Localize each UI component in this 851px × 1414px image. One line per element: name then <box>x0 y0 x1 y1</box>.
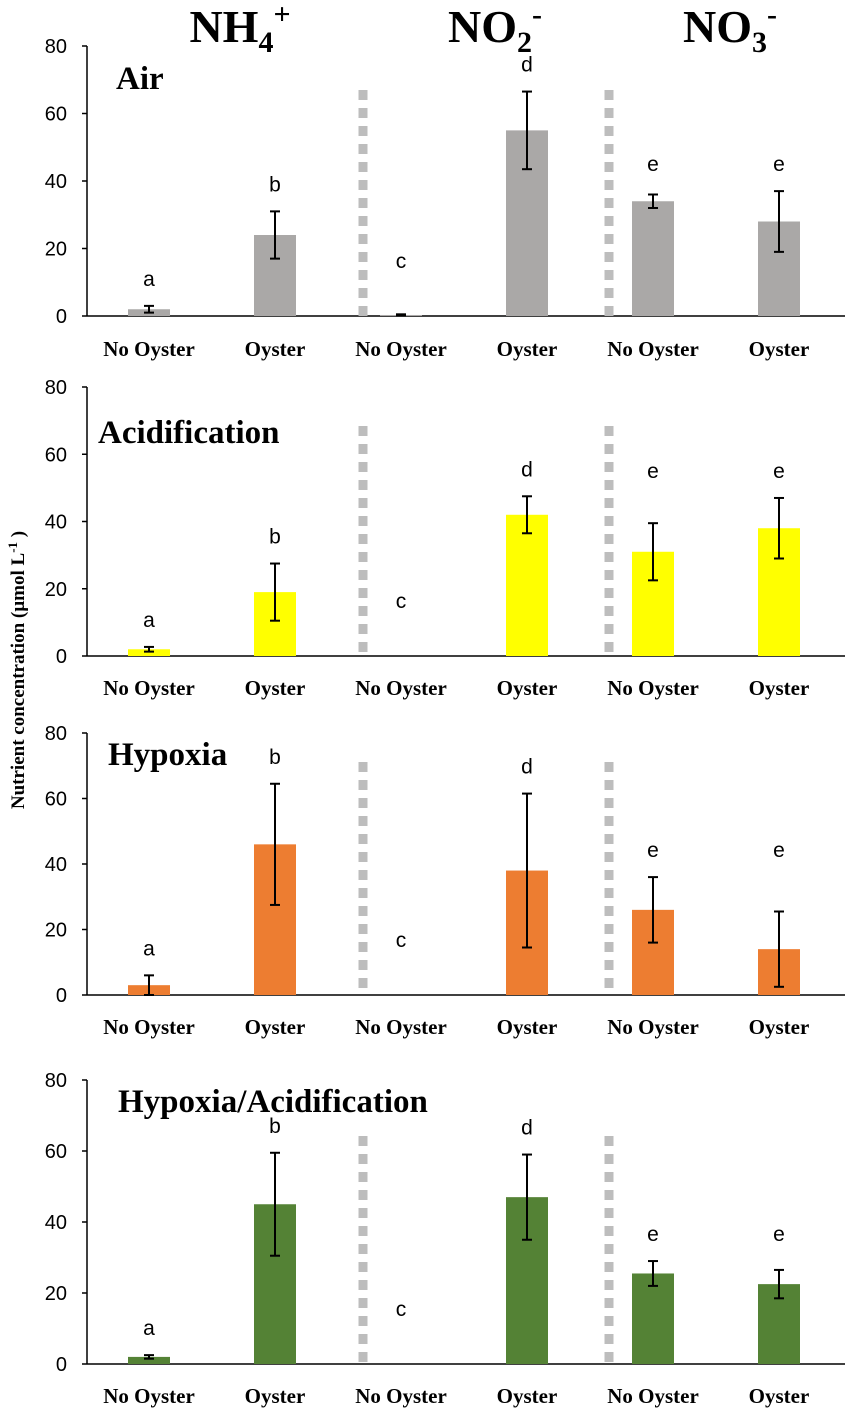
panel-4: 0 20 40 60 80 Hypoxia/Acidification a No Oyster… <box>45 1070 845 1408</box>
category-label: Oyster <box>749 1384 810 1408</box>
y-tick-label: 20 <box>45 1283 67 1305</box>
bar <box>506 514 548 656</box>
bar <box>128 1356 170 1364</box>
significance-letter: c <box>396 929 407 952</box>
category-label: Oyster <box>497 337 558 361</box>
significance-letter: d <box>521 1117 533 1140</box>
y-tick-label: 40 <box>45 171 67 193</box>
significance-letter: e <box>647 153 659 176</box>
category-label: Oyster <box>497 1015 558 1039</box>
significance-letter: d <box>521 756 533 779</box>
y-tick-label: 60 <box>45 104 67 126</box>
category-label: No Oyster <box>103 337 195 361</box>
significance-letter: e <box>773 1223 785 1246</box>
significance-letter: d <box>521 458 533 481</box>
significance-letter: e <box>647 1223 659 1246</box>
significance-letter: e <box>773 460 785 483</box>
chart-panels: 0 20 40 60 80 Air a No Oyster b Oyster c No Oyster d… <box>45 36 845 1408</box>
bar <box>632 201 674 316</box>
category-label: Oyster <box>245 337 306 361</box>
y-tick-label: 80 <box>45 36 67 58</box>
category-label: Oyster <box>749 1015 810 1039</box>
y-tick-label: 80 <box>45 1070 67 1092</box>
y-tick-label: 0 <box>56 646 67 668</box>
significance-letter: a <box>143 1317 155 1340</box>
category-label: No Oyster <box>355 676 447 700</box>
y-tick-label: 80 <box>45 377 67 399</box>
column-header-1: NH4+ <box>189 0 290 59</box>
panel-title: Hypoxia <box>108 737 227 773</box>
category-label: No Oyster <box>607 1384 699 1408</box>
category-label: No Oyster <box>103 1015 195 1039</box>
column-header-2: NO2- <box>448 0 542 59</box>
y-tick-label: 20 <box>45 920 67 942</box>
significance-letter: a <box>143 268 155 291</box>
y-tick-label: 40 <box>45 1212 67 1234</box>
panel-1: 0 20 40 60 80 Air a No Oyster b Oyster c No Oyster d… <box>45 36 845 361</box>
category-label: Oyster <box>497 1384 558 1408</box>
significance-letter: b <box>269 1115 281 1138</box>
y-tick-label: 80 <box>45 723 67 745</box>
category-label: Oyster <box>749 676 810 700</box>
y-tick-label: 60 <box>45 1141 67 1163</box>
y-tick-label: 0 <box>56 1354 67 1376</box>
significance-letter: c <box>396 590 407 613</box>
bar <box>128 649 170 656</box>
column-header-3: NO3- <box>683 0 777 59</box>
panel-2: 0 20 40 60 80 Acidification a No Oyster b Oyster c… <box>45 377 845 700</box>
bar <box>632 1273 674 1364</box>
significance-letter: e <box>773 153 785 176</box>
significance-letter: e <box>647 839 659 862</box>
panel-title: Air <box>116 61 164 97</box>
significance-letter: a <box>143 937 155 960</box>
y-tick-label: 40 <box>45 854 67 876</box>
significance-letter: b <box>269 526 281 549</box>
y-axis-label: Nutrient concentration (µmol L-1 ) <box>5 531 29 809</box>
category-label: No Oyster <box>103 676 195 700</box>
significance-letter: e <box>773 839 785 862</box>
y-tick-label: 40 <box>45 512 67 534</box>
category-label: No Oyster <box>355 1384 447 1408</box>
panel-title: Hypoxia/Acidification <box>118 1084 428 1120</box>
category-label: No Oyster <box>103 1384 195 1408</box>
category-label: No Oyster <box>355 1015 447 1039</box>
y-axis-label-group: Nutrient concentration (µmol L-1 ) <box>5 531 29 809</box>
category-label: Oyster <box>497 676 558 700</box>
significance-letter: b <box>269 173 281 196</box>
category-label: Oyster <box>749 337 810 361</box>
y-tick-label: 0 <box>56 985 67 1007</box>
category-label: No Oyster <box>355 337 447 361</box>
panel-3: 0 20 40 60 80 Hypoxia a No Oyster b Oyster c No Oys… <box>45 723 845 1039</box>
significance-letter: c <box>396 1298 407 1321</box>
y-tick-label: 60 <box>45 444 67 466</box>
category-label: No Oyster <box>607 337 699 361</box>
significance-letter: c <box>396 250 407 273</box>
category-label: No Oyster <box>607 1015 699 1039</box>
category-label: Oyster <box>245 1015 306 1039</box>
significance-letter: d <box>521 54 533 77</box>
y-tick-label: 60 <box>45 789 67 811</box>
significance-letter: a <box>143 609 155 632</box>
panel-title: Acidification <box>98 415 279 451</box>
y-tick-label: 0 <box>56 306 67 328</box>
chart-headers: NH4+ NO2- NO3- <box>189 0 777 59</box>
y-tick-label: 20 <box>45 579 67 601</box>
y-tick-label: 20 <box>45 239 67 261</box>
significance-letter: b <box>269 746 281 769</box>
category-label: Oyster <box>245 1384 306 1408</box>
category-label: Oyster <box>245 676 306 700</box>
category-label: No Oyster <box>607 676 699 700</box>
significance-letter: e <box>647 460 659 483</box>
